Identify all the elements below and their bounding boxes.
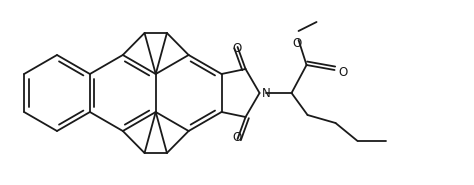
Text: O: O (232, 42, 241, 55)
Text: N: N (262, 87, 270, 100)
Text: O: O (232, 131, 241, 144)
Text: O: O (292, 37, 301, 50)
Text: O: O (338, 65, 348, 78)
